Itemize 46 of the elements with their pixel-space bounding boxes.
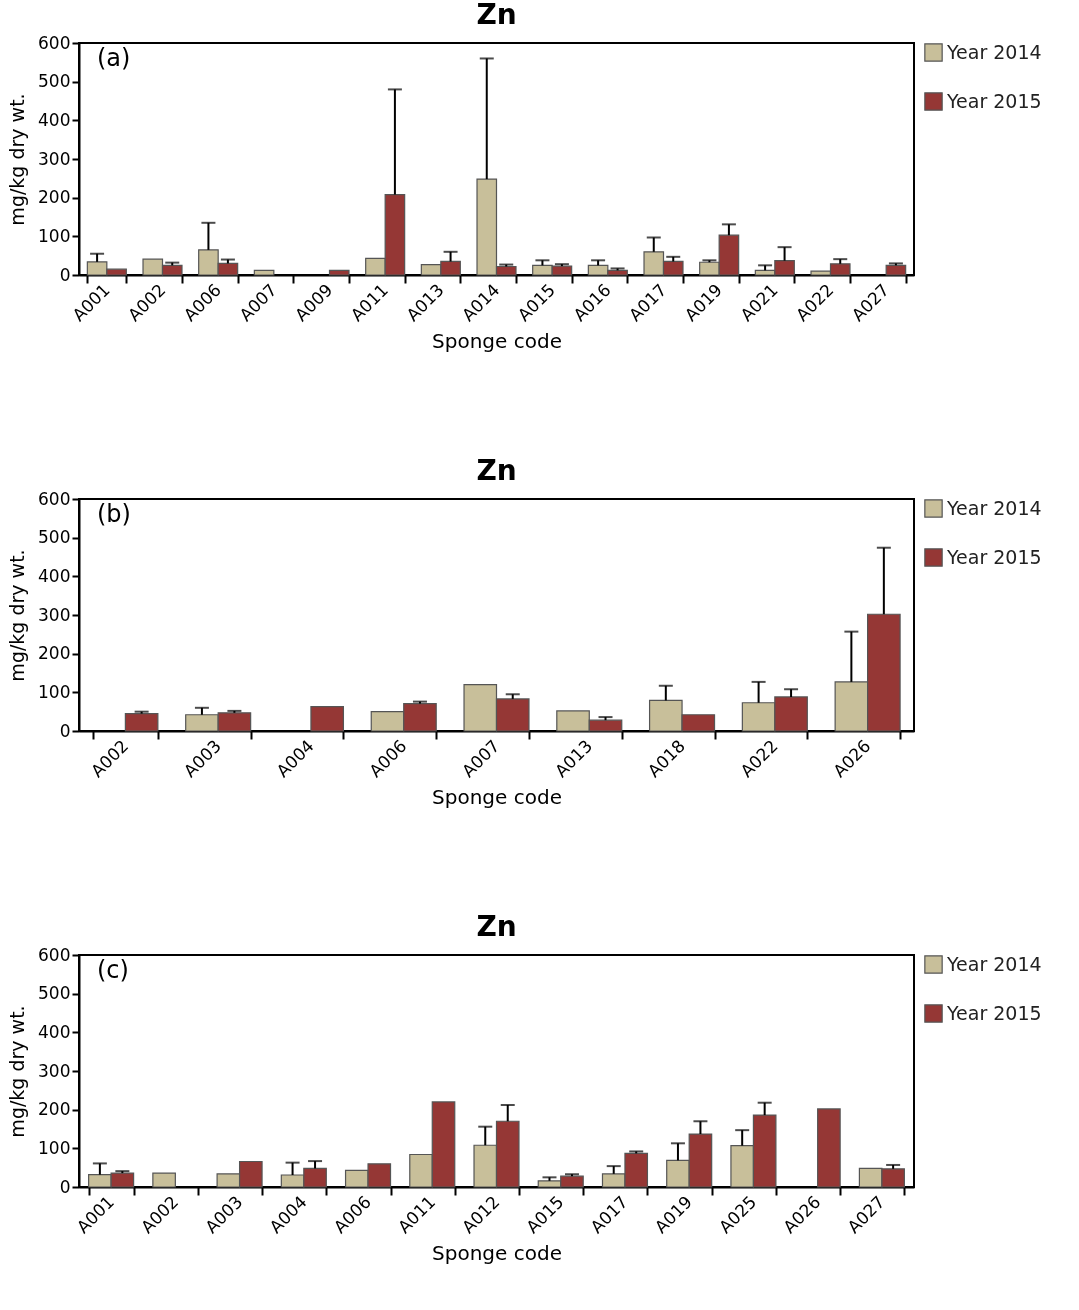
y-tick-label: 500: [38, 71, 71, 92]
y-tick-label: 0: [59, 264, 71, 285]
bar: [152, 1172, 176, 1188]
y-tick-label: 400: [38, 1021, 71, 1042]
y-axis-title: mg/kg dry wt.: [6, 1005, 29, 1138]
bar: [124, 713, 159, 732]
y-tick-label: 100: [38, 681, 71, 702]
y-tick-label: 600: [38, 32, 71, 53]
annotation: (a): [97, 44, 131, 72]
y-tick-label: 600: [38, 944, 71, 965]
y-tick-label: 300: [38, 148, 71, 169]
legend-label: Year 2014: [946, 952, 1042, 975]
legend-label: Year 2015: [946, 1001, 1042, 1024]
chart-title: Zn: [476, 910, 517, 943]
y-tick-label: 400: [38, 109, 71, 130]
y-tick-label: 0: [59, 1176, 71, 1197]
y-axis-title: mg/kg dry wt.: [6, 549, 29, 682]
legend-label: Year 2014: [946, 496, 1042, 519]
chart-title: Zn: [476, 454, 517, 487]
y-tick-label: 100: [38, 1137, 71, 1158]
bar: [253, 269, 275, 276]
legend-label: Year 2014: [946, 40, 1042, 63]
bar: [310, 706, 345, 732]
y-axis-title: mg/kg dry wt.: [6, 93, 29, 226]
annotation: (b): [97, 500, 131, 528]
x-axis-title: Sponge code: [432, 1241, 562, 1266]
chart-title: Zn: [476, 0, 517, 31]
y-tick-label: 200: [38, 643, 71, 664]
annotation: (c): [97, 956, 129, 984]
bar: [817, 1108, 841, 1188]
y-tick-label: 300: [38, 1060, 71, 1081]
legend-label: Year 2015: [946, 545, 1042, 568]
y-tick-label: 300: [38, 604, 71, 625]
bar: [885, 264, 907, 276]
y-tick-label: 400: [38, 565, 71, 586]
y-tick-label: 500: [38, 527, 71, 548]
x-axis-title: Sponge code: [432, 329, 562, 354]
y-tick-label: 600: [38, 488, 71, 509]
bar: [328, 269, 350, 276]
y-tick-label: 200: [38, 187, 71, 208]
y-tick-label: 200: [38, 1099, 71, 1120]
x-axis-title: Sponge code: [432, 785, 562, 810]
y-tick-label: 500: [38, 983, 71, 1004]
legend-label: Year 2015: [946, 89, 1042, 112]
y-tick-label: 100: [38, 225, 71, 246]
y-tick-label: 0: [59, 720, 71, 741]
